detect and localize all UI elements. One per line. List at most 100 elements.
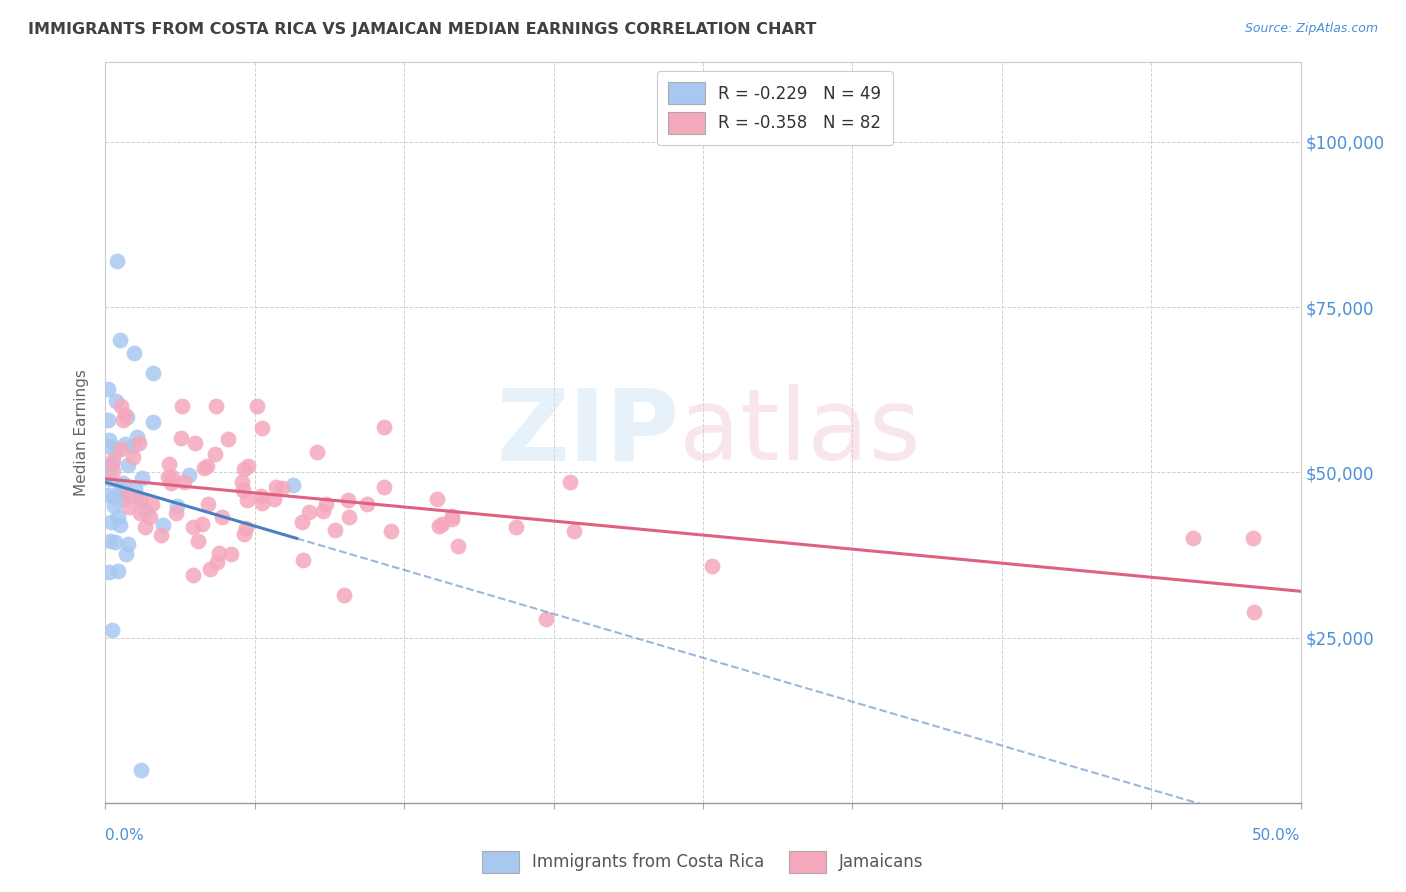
Point xyxy=(117,537,139,551)
Point xyxy=(217,432,239,446)
Point xyxy=(101,624,124,638)
Point xyxy=(97,438,120,452)
Point xyxy=(156,470,179,484)
Point xyxy=(149,527,172,541)
Point xyxy=(121,450,143,464)
Point xyxy=(160,475,183,490)
Point xyxy=(114,437,136,451)
Point xyxy=(142,415,165,429)
Point xyxy=(505,519,527,533)
Point xyxy=(177,467,200,482)
Point xyxy=(235,521,257,535)
Point xyxy=(101,452,124,467)
Point xyxy=(129,763,153,777)
Point xyxy=(187,533,209,548)
Point xyxy=(101,457,124,471)
Point xyxy=(122,346,145,360)
Point xyxy=(263,492,285,507)
Point xyxy=(191,516,214,531)
Point xyxy=(129,491,152,506)
Point xyxy=(103,490,125,504)
Point xyxy=(204,447,226,461)
Point xyxy=(536,612,558,626)
Point xyxy=(112,492,135,507)
Point xyxy=(205,555,228,569)
Point xyxy=(560,475,582,490)
Point xyxy=(110,399,132,413)
Point xyxy=(250,496,273,510)
Point xyxy=(97,434,120,448)
Point xyxy=(134,520,156,534)
Point xyxy=(562,524,585,539)
Point xyxy=(141,497,163,511)
Point xyxy=(427,519,450,533)
Point xyxy=(184,435,207,450)
Point xyxy=(181,567,204,582)
Point xyxy=(232,483,254,498)
Point xyxy=(380,524,402,538)
Text: 0.0%: 0.0% xyxy=(105,828,145,843)
Point xyxy=(124,482,146,496)
Point xyxy=(115,547,138,561)
Point xyxy=(97,458,120,473)
Point xyxy=(97,463,120,477)
Point xyxy=(104,444,127,458)
Point xyxy=(165,507,187,521)
Point xyxy=(236,459,259,474)
Text: ZIP: ZIP xyxy=(496,384,679,481)
Point xyxy=(337,509,360,524)
Point xyxy=(170,431,193,445)
Point xyxy=(110,518,132,533)
Point xyxy=(98,472,121,486)
Point xyxy=(112,475,135,490)
Point xyxy=(97,413,120,427)
Point xyxy=(152,518,174,533)
Point xyxy=(97,382,120,396)
Point xyxy=(128,491,150,506)
Point xyxy=(104,394,127,409)
Point xyxy=(128,506,150,520)
Point xyxy=(98,533,121,548)
Point xyxy=(204,399,226,413)
Point xyxy=(198,562,221,576)
Legend: Immigrants from Costa Rica, Jamaicans: Immigrants from Costa Rica, Jamaicans xyxy=(475,845,931,880)
Point xyxy=(166,500,188,514)
Point xyxy=(103,499,125,513)
Point xyxy=(115,410,138,425)
Point xyxy=(114,408,136,422)
Point xyxy=(233,462,256,476)
Text: Source: ZipAtlas.com: Source: ZipAtlas.com xyxy=(1244,22,1378,36)
Point xyxy=(700,559,723,574)
Point xyxy=(181,519,204,533)
Point xyxy=(117,458,139,472)
Point xyxy=(236,493,259,508)
Point xyxy=(110,482,132,496)
Y-axis label: Median Earnings: Median Earnings xyxy=(75,369,90,496)
Point xyxy=(356,497,378,511)
Point xyxy=(128,436,150,450)
Point xyxy=(208,546,231,560)
Point xyxy=(104,535,127,549)
Text: IMMIGRANTS FROM COSTA RICA VS JAMAICAN MEDIAN EARNINGS CORRELATION CHART: IMMIGRANTS FROM COSTA RICA VS JAMAICAN M… xyxy=(28,22,817,37)
Point xyxy=(197,497,219,511)
Point xyxy=(249,490,271,504)
Point xyxy=(298,505,321,519)
Text: atlas: atlas xyxy=(679,384,921,481)
Point xyxy=(337,493,360,508)
Point xyxy=(432,517,454,532)
Point xyxy=(426,492,449,507)
Point xyxy=(131,471,153,485)
Point xyxy=(1241,532,1264,546)
Point xyxy=(97,461,120,475)
Point xyxy=(292,553,315,567)
Point xyxy=(232,527,254,541)
Point xyxy=(315,497,337,511)
Point xyxy=(135,503,157,517)
Point xyxy=(112,413,135,427)
Point xyxy=(373,420,395,434)
Point xyxy=(97,488,120,502)
Point xyxy=(250,421,273,435)
Point xyxy=(447,540,470,554)
Point xyxy=(1181,532,1204,546)
Point xyxy=(270,482,292,496)
